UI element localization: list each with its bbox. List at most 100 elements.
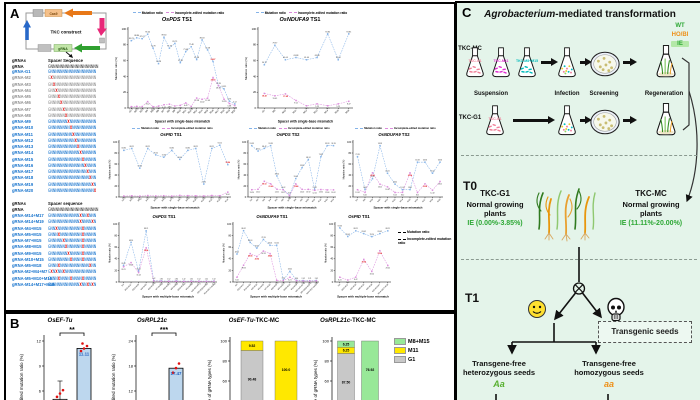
svg-text:1.52: 1.52 [167, 279, 170, 281]
svg-text:G1: G1 [122, 198, 126, 202]
svg-text:88.21: 88.21 [144, 228, 148, 230]
svg-text:1.71: 1.71 [170, 198, 173, 200]
svg-text:8.47: 8.47 [347, 103, 351, 105]
grna-row: gRNA-M15 GNNNNNNNNNNNNNXNNNNN [12, 156, 97, 162]
svg-text:72.33: 72.33 [162, 155, 166, 157]
chart-ospds-ts1-single: Mutation ratio Incomplete-edited mutation… [114, 11, 237, 124]
svg-text:38.94: 38.94 [362, 261, 366, 264]
svg-text:0: 0 [332, 282, 334, 284]
svg-text:M10: M10 [370, 198, 375, 203]
flask-icon [463, 45, 487, 81]
het-allele: Aa [493, 379, 505, 389]
flask-icon [489, 45, 513, 81]
svg-text:4.12: 4.12 [162, 107, 166, 109]
svg-text:M14+M17+M19: M14+M17+M19 [306, 283, 318, 295]
svg-text:43.94: 43.94 [370, 174, 374, 177]
svg-text:M5+M10+M15: M5+M10+M15 [301, 283, 312, 294]
svg-text:2.44: 2.44 [186, 198, 189, 200]
svg-text:2.42: 2.42 [301, 278, 304, 280]
svg-text:G1: G1 [129, 109, 133, 113]
svg-text:9.52: 9.52 [249, 344, 256, 348]
arrow-icon [623, 116, 637, 124]
svg-text:M7: M7 [287, 198, 291, 202]
svg-text:88.42: 88.42 [241, 228, 245, 230]
svg-text:20: 20 [228, 270, 231, 272]
svg-text:2.79: 2.79 [326, 108, 330, 110]
svg-text:40: 40 [228, 259, 231, 261]
svg-text:M14+M17: M14+M17 [125, 283, 133, 291]
svg-text:8.21: 8.21 [416, 195, 419, 197]
svg-text:80: 80 [114, 153, 117, 155]
svg-text:Percentage of gRNA types (%): Percentage of gRNA types (%) [313, 359, 318, 400]
svg-text:M15: M15 [407, 198, 412, 203]
svg-text:1.42: 1.42 [205, 279, 208, 281]
svg-text:80: 80 [348, 153, 351, 155]
svg-text:0: 0 [255, 106, 257, 110]
chart-ospds-ts2-single: Mutation ratio Incomplete-edited mutation… [237, 127, 336, 210]
grna-row: gRNA-M20 GNNNNNNNNNNNNNNNNNNX [12, 187, 97, 193]
grna-row: gRNA-M17 GNNNNNNNNNNNNNNNXNNN [12, 169, 97, 174]
grna-row: gRNA-M2+M4+M7 GXNXNNXNNNNNNNNNNNNN [12, 269, 97, 275]
svg-text:23.84: 23.84 [294, 185, 298, 188]
svg-text:18: 18 [129, 363, 134, 368]
svg-text:20: 20 [348, 186, 351, 188]
grna-multi-mismatch-list: gRNA-M14+M17 GNNNNNNNNNNNNXNNXNNN gRNA-M14… [6, 213, 108, 295]
svg-text:18.42: 18.42 [385, 189, 389, 191]
svg-text:0: 0 [245, 197, 247, 199]
svg-text:17.47: 17.47 [171, 371, 183, 376]
svg-text:13.02: 13.02 [331, 192, 335, 194]
svg-text:2.91: 2.91 [178, 197, 181, 199]
svg-text:M2+M4+M7: M2+M4+M7 [191, 283, 201, 293]
svg-text:48.94: 48.94 [248, 255, 252, 258]
svg-text:1.94: 1.94 [154, 198, 157, 200]
svg-text:M14+M17: M14+M17 [237, 283, 245, 291]
svg-text:M9+M15: M9+M15 [278, 283, 286, 291]
plants-icon [533, 179, 599, 243]
svg-text:M2+M4+M7: M2+M4+M7 [295, 283, 305, 293]
svg-text:18.42: 18.42 [288, 269, 292, 271]
svg-text:M10: M10 [193, 198, 198, 203]
svg-text:20: 20 [114, 270, 117, 272]
flask-icon [555, 103, 579, 139]
svg-text:2.84: 2.84 [275, 282, 278, 284]
svg-text:G1: G1 [250, 198, 254, 202]
svg-text:M5: M5 [151, 109, 155, 113]
svg-text:2.42: 2.42 [288, 198, 291, 200]
svg-text:79.37: 79.37 [273, 43, 278, 45]
svg-text:83.42: 83.42 [378, 231, 382, 233]
svg-text:M6: M6 [156, 109, 160, 113]
svg-text:18.42: 18.42 [136, 269, 140, 271]
svg-text:1.42: 1.42 [182, 279, 185, 281]
svg-text:M13: M13 [193, 109, 198, 114]
svg-text:6.42: 6.42 [184, 105, 188, 107]
svg-text:60: 60 [253, 59, 256, 63]
svg-text:13.24: 13.24 [400, 187, 404, 189]
svg-text:53.33: 53.33 [300, 165, 304, 167]
svg-text:M15: M15 [335, 109, 340, 114]
arrow-icon [541, 58, 558, 66]
svg-text:Mutation ratio (%): Mutation ratio (%) [343, 159, 346, 179]
flask-label-tkc-m11: TKC-M11 [493, 59, 509, 63]
svg-text:11.02: 11.02 [200, 101, 205, 103]
svg-text:2.33: 2.33 [162, 198, 165, 200]
svg-text:M14: M14 [199, 109, 204, 114]
svg-text:2.31: 2.31 [218, 198, 221, 200]
svg-text:M18: M18 [430, 198, 435, 203]
svg-text:20: 20 [243, 186, 246, 188]
svg-text:33.42: 33.42 [294, 176, 298, 178]
svg-text:93.33: 93.33 [250, 143, 254, 145]
svg-text:53.33: 53.33 [261, 253, 265, 255]
svg-text:88.42: 88.42 [262, 146, 266, 148]
legend-ie: IE [671, 41, 689, 47]
svg-text:M7: M7 [170, 198, 174, 202]
t0-right-line1: Normal growing [622, 200, 680, 209]
grna-row: gRNA-M9 GNNNNNNNXNNNNNNNNNNN [12, 119, 97, 124]
svg-text:80: 80 [325, 358, 330, 363]
grna-row: gRNA-M7 GNNNNNXNNNNNNNNNNNNN [12, 106, 97, 112]
svg-text:83.52: 83.52 [256, 148, 260, 150]
svg-text:63.88: 63.88 [294, 55, 299, 57]
svg-text:2.12: 2.12 [194, 198, 197, 200]
svg-text:68.24: 68.24 [306, 157, 310, 159]
grna-row: gRNA-M2 GXNNNNNNNNNNNNNNNNNN [12, 75, 97, 81]
chart-osef-tu-tkc-mc-stack: OsEF-Tu-TKC-MC020406080100Percentage of … [202, 316, 306, 400]
